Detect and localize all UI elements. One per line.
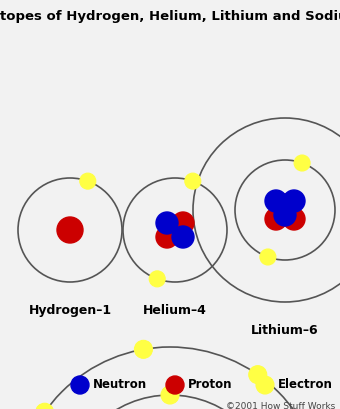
Circle shape — [283, 208, 305, 230]
Text: Electron: Electron — [278, 378, 333, 391]
Circle shape — [80, 173, 96, 189]
Circle shape — [265, 190, 287, 212]
Circle shape — [71, 376, 89, 394]
Circle shape — [161, 386, 179, 404]
Circle shape — [249, 366, 267, 384]
Circle shape — [156, 226, 178, 248]
Circle shape — [265, 208, 287, 230]
Text: Proton: Proton — [188, 378, 233, 391]
Circle shape — [149, 271, 165, 287]
Circle shape — [256, 376, 274, 394]
Circle shape — [166, 376, 184, 394]
Circle shape — [294, 155, 310, 171]
Circle shape — [274, 194, 296, 216]
Text: Lithium–6: Lithium–6 — [251, 324, 319, 337]
Circle shape — [283, 190, 305, 212]
Text: Isotopes of Hydrogen, Helium, Lithium and Sodium: Isotopes of Hydrogen, Helium, Lithium an… — [0, 10, 340, 23]
Text: Neutron: Neutron — [93, 378, 147, 391]
Circle shape — [260, 249, 276, 265]
Circle shape — [274, 204, 296, 226]
Circle shape — [172, 212, 194, 234]
Circle shape — [36, 403, 54, 409]
Circle shape — [57, 217, 83, 243]
Circle shape — [185, 173, 201, 189]
Text: Helium–4: Helium–4 — [143, 304, 207, 317]
Circle shape — [156, 212, 178, 234]
Text: Hydrogen–1: Hydrogen–1 — [29, 304, 112, 317]
Text: ©2001 How Stuff Works: ©2001 How Stuff Works — [226, 402, 335, 409]
Circle shape — [134, 340, 152, 358]
Circle shape — [172, 226, 194, 248]
